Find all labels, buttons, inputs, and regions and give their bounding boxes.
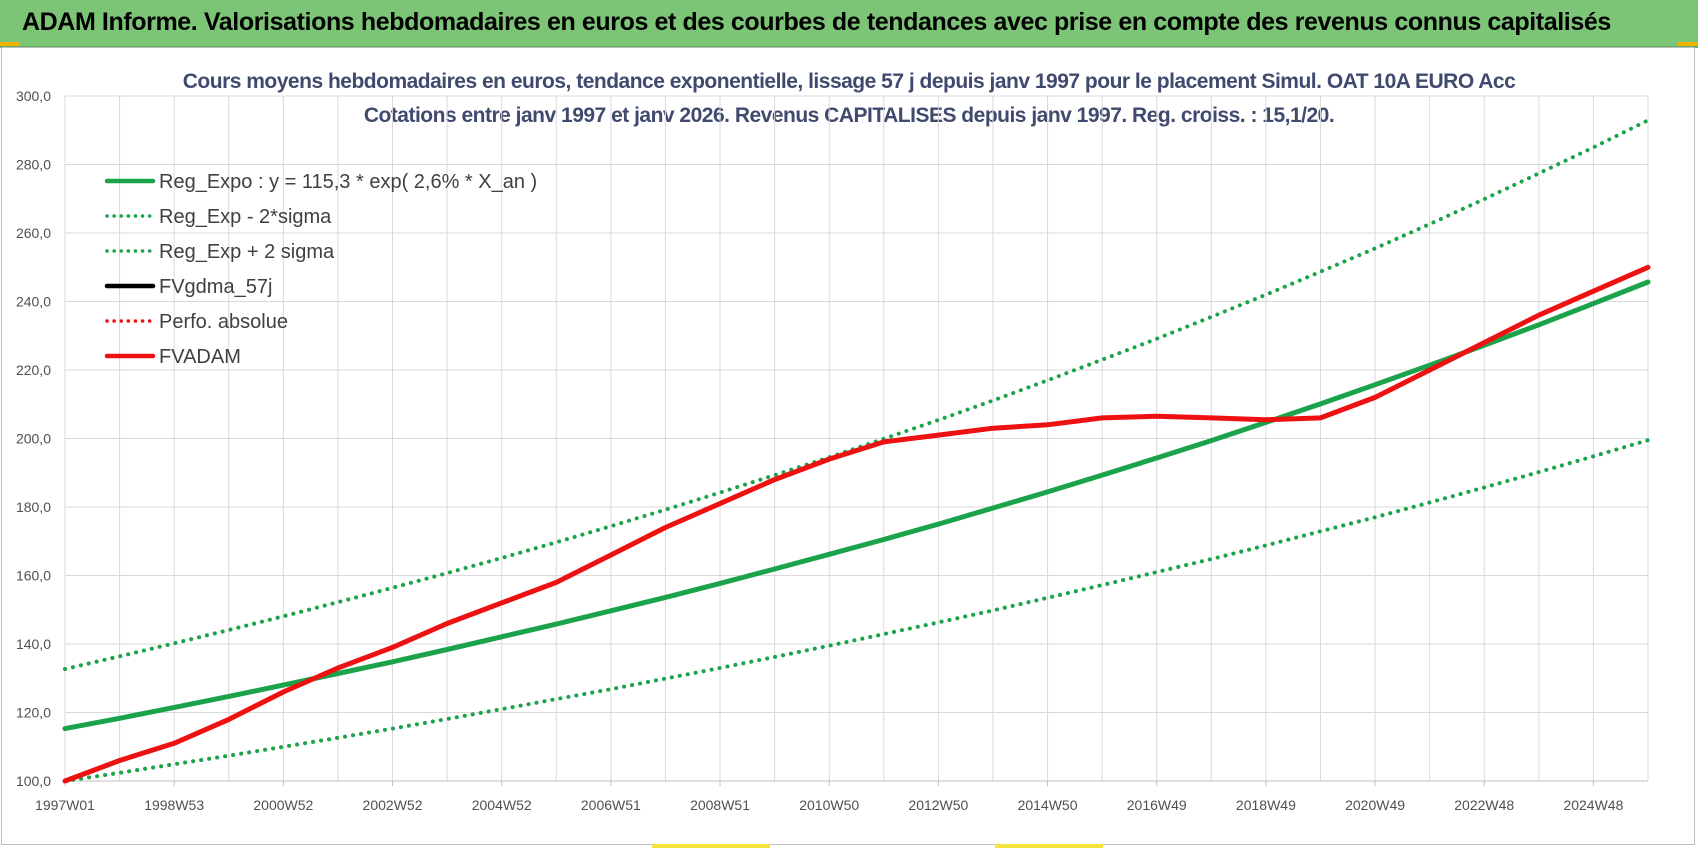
- x-tick-label: 2014W50: [1018, 797, 1078, 813]
- y-axis: 100,0 120,0 140,0 160,0 180,0 200,0 220,0 240,0…: [16, 88, 51, 789]
- y-tick-label: 100,0: [16, 773, 51, 789]
- x-tick-label: 2024W48: [1563, 797, 1623, 813]
- series-line: [63, 118, 1650, 671]
- legend-label: FVADAM: [159, 346, 241, 368]
- y-tick-label: 140,0: [16, 636, 51, 652]
- grid-lines: [64, 95, 1649, 782]
- corner-mark-left: [0, 42, 20, 46]
- x-tick-label: 2020W49: [1345, 797, 1405, 813]
- series-line: [62, 264, 1651, 784]
- x-tick-label: 2006W51: [581, 797, 641, 813]
- x-tick-label: 2002W52: [363, 797, 423, 813]
- x-tick-label: 2004W52: [472, 797, 532, 813]
- legend-label: FVgdma_57j: [159, 276, 272, 298]
- y-tick-label: 180,0: [16, 499, 51, 515]
- x-tick-label: 1998W53: [144, 797, 204, 813]
- highlight-mark: [652, 844, 770, 848]
- chart-frame: [1, 47, 1695, 845]
- legend-label: Reg_Expo : y = 115,3 * exp( 2,6% * X_an …: [159, 171, 537, 193]
- series-line: [62, 279, 1651, 732]
- y-tick-label: 240,0: [16, 294, 51, 310]
- y-tick-label: 160,0: [16, 568, 51, 584]
- x-tick-label: 2012W50: [908, 797, 968, 813]
- y-tick-label: 260,0: [16, 225, 51, 241]
- x-tick-label: 2016W49: [1127, 797, 1187, 813]
- x-tick-label: 2000W52: [253, 797, 313, 813]
- x-axis: 1997W01 1998W53 2000W52 2002W52 2004W52 2006W…: [35, 780, 1648, 813]
- plot-area: [62, 118, 1651, 784]
- series-line: [63, 438, 1650, 783]
- chart-subtitle: Cotations entre janv 1997 et janv 2026. …: [363, 104, 1335, 127]
- x-tick-label: 2010W50: [799, 797, 859, 813]
- x-tick-label: 2008W51: [690, 797, 750, 813]
- y-tick-label: 300,0: [16, 88, 51, 104]
- y-tick-label: 280,0: [16, 157, 51, 173]
- legend-label: Perfo. absolue: [159, 311, 288, 333]
- corner-mark-right: [1678, 42, 1698, 46]
- y-tick-label: 200,0: [16, 431, 51, 447]
- y-tick-label: 220,0: [16, 362, 51, 378]
- y-tick-label: 120,0: [16, 705, 51, 721]
- legend: Reg_Expo : y = 115,3 * exp( 2,6% * X_an …: [104, 171, 537, 368]
- highlight-mark: [995, 844, 1103, 848]
- legend-label: Reg_Exp - 2*sigma: [159, 206, 332, 228]
- legend-label: Reg_Exp + 2 sigma: [159, 241, 335, 263]
- report-title: ADAM Informe. Valorisations hebdomadaire…: [22, 8, 1611, 36]
- x-tick-label: 1997W01: [35, 797, 95, 813]
- chart-title: Cours moyens hebdomadaires en euros, ten…: [182, 70, 1516, 93]
- x-tick-label: 2018W49: [1236, 797, 1296, 813]
- report-banner: ADAM Informe. Valorisations hebdomadaire…: [0, 0, 1698, 48]
- x-tick-label: 2022W48: [1454, 797, 1514, 813]
